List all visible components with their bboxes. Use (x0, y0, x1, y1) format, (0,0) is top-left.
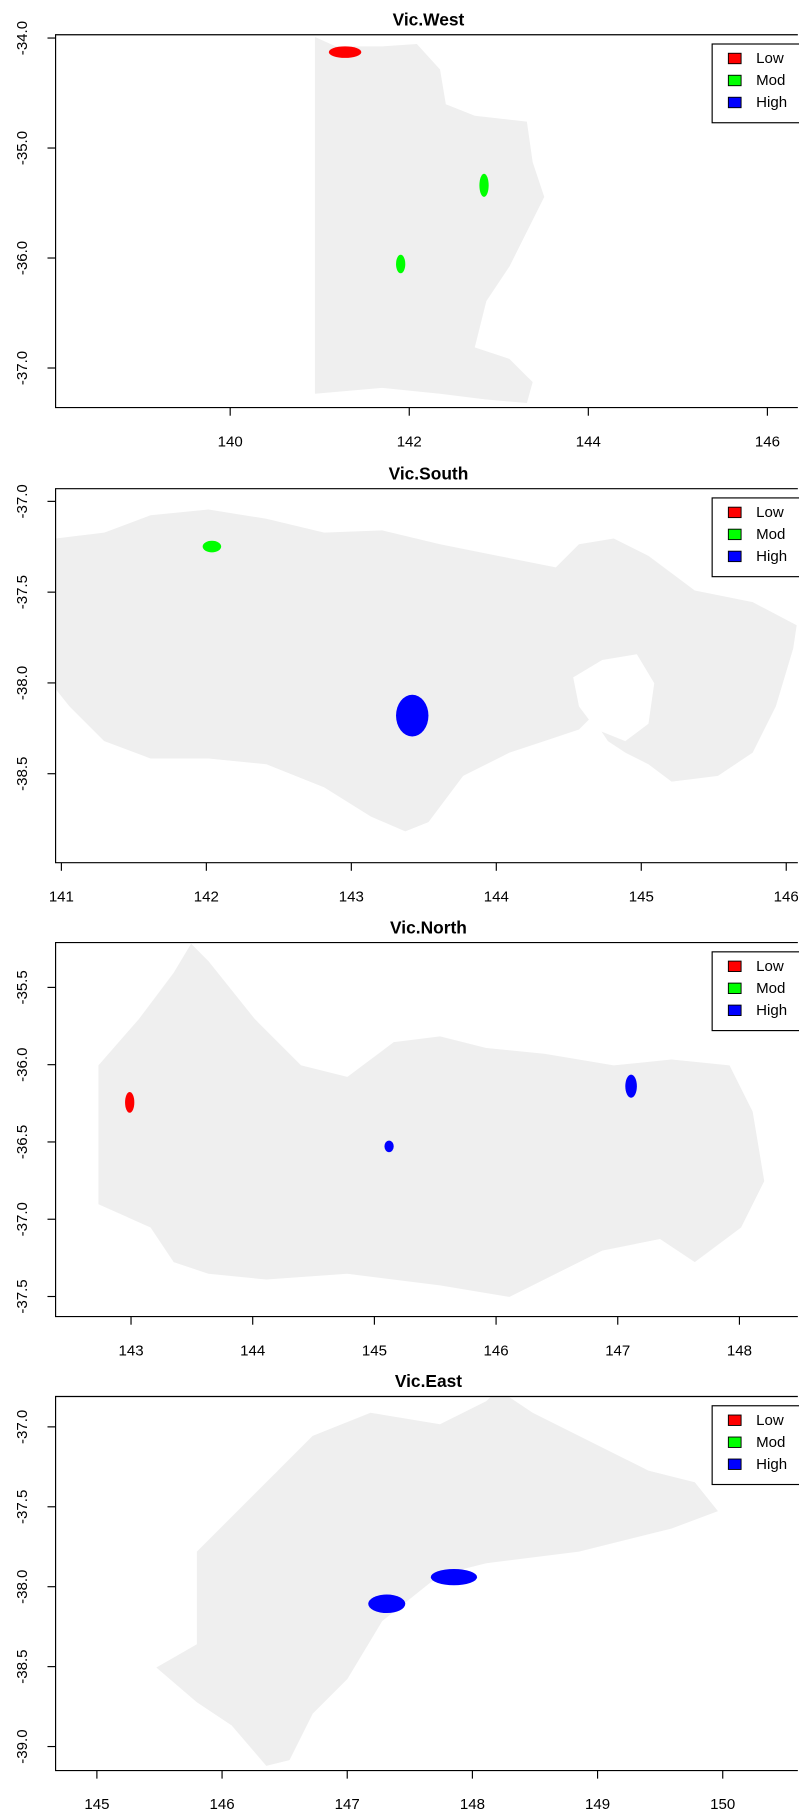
y-tick-label: -38.0 (14, 666, 31, 700)
chart-title: Vic.East (395, 1371, 462, 1391)
bay (573, 654, 655, 742)
x-tick-label: 149 (585, 1796, 610, 1813)
legend-label: Mod (756, 980, 785, 997)
legend-swatch (727, 1436, 742, 1448)
plot-frame (55, 488, 798, 864)
x-tick-label: 148 (727, 1342, 752, 1359)
chart-title: Vic.North (390, 917, 467, 937)
x-tick-label: 146 (484, 1342, 509, 1359)
y-tick-label: -35.5 (14, 970, 31, 1004)
legend-box (711, 1405, 799, 1486)
legend-box (711, 497, 799, 578)
mod-area (396, 254, 406, 274)
plot-frame (55, 1395, 798, 1772)
legend-box (711, 43, 799, 124)
y-tick-label: -38.5 (14, 757, 31, 791)
legend-swatch (727, 96, 742, 109)
y-tick-label: -37.5 (14, 1279, 31, 1313)
y-tick-label: -39.0 (14, 1729, 31, 1763)
plot-frame (55, 942, 798, 1318)
legend-label: Low (756, 958, 784, 975)
high-area (384, 1140, 394, 1153)
y-tick-label: -34.0 (14, 21, 31, 55)
x-tick-label: 144 (484, 888, 509, 905)
legend-label: Mod (756, 72, 785, 89)
land (314, 37, 545, 403)
x-tick-label: 148 (460, 1796, 485, 1813)
legend-swatch (727, 960, 742, 972)
high-area (396, 694, 429, 737)
x-tick-label: 142 (397, 433, 422, 450)
high-area (368, 1594, 406, 1614)
legend-label: High (756, 548, 787, 565)
y-tick-label: -37.5 (14, 1490, 31, 1524)
y-tick-label: -36.5 (14, 1125, 31, 1159)
x-tick-label: 143 (339, 888, 364, 905)
x-tick-label: 140 (218, 433, 243, 450)
y-tick-label: -37.0 (14, 1410, 31, 1444)
y-tick-label: -37.0 (14, 484, 31, 518)
x-tick-label: 143 (118, 1342, 143, 1359)
legend-label: High (756, 1002, 787, 1019)
legend-swatch (727, 1414, 742, 1426)
legend-swatch (727, 982, 742, 994)
mod-area (479, 173, 489, 197)
legend-swatch (727, 52, 742, 65)
y-tick-label: -37.0 (14, 1202, 31, 1236)
y-tick-label: -35.0 (14, 131, 31, 165)
low-area (125, 1091, 135, 1113)
x-tick-label: 145 (84, 1796, 109, 1813)
chart-title: Vic.South (389, 463, 469, 483)
x-tick-label: 146 (210, 1796, 235, 1813)
x-tick-label: 147 (335, 1796, 360, 1813)
legend-label: Low (756, 504, 784, 521)
land (156, 1396, 718, 1766)
x-tick-label: 144 (576, 433, 601, 450)
high-area (625, 1074, 637, 1098)
y-tick-label: -37.5 (14, 575, 31, 609)
x-tick-label: 146 (774, 888, 799, 905)
x-tick-label: 145 (629, 888, 654, 905)
legend-label: Low (756, 50, 784, 67)
plot-frame (55, 34, 798, 409)
chart-title: Vic.West (393, 9, 465, 29)
y-tick-label: -38.5 (14, 1649, 31, 1683)
y-tick-label: -36.0 (14, 241, 31, 275)
low-area (328, 46, 362, 58)
mod-area (202, 540, 222, 553)
x-tick-label: 144 (240, 1342, 265, 1359)
legend-label: Mod (756, 1434, 785, 1451)
x-tick-label: 141 (49, 888, 74, 905)
land (55, 509, 797, 832)
legend-label: High (756, 1456, 787, 1473)
legend-label: Mod (756, 526, 785, 543)
legend-label: Low (756, 1412, 784, 1429)
legend-label: High (756, 94, 787, 111)
map-west (314, 37, 545, 403)
x-tick-label: 142 (194, 888, 219, 905)
x-tick-label: 150 (710, 1796, 735, 1813)
map-east (156, 1396, 718, 1766)
legend-swatch (727, 528, 742, 541)
land (98, 943, 765, 1297)
x-tick-label: 146 (755, 433, 780, 450)
map-south (55, 509, 797, 832)
y-tick-label: -36.0 (14, 1048, 31, 1082)
legend-box (711, 951, 799, 1032)
map-north (98, 943, 765, 1297)
legend-swatch (727, 74, 742, 87)
legend-swatch (727, 1458, 742, 1470)
legend-swatch (727, 550, 742, 563)
y-tick-label: -38.0 (14, 1570, 31, 1604)
y-tick-label: -37.0 (14, 351, 31, 385)
x-tick-label: 145 (362, 1342, 387, 1359)
high-area (430, 1569, 478, 1586)
x-tick-label: 147 (605, 1342, 630, 1359)
legend-swatch (727, 506, 742, 519)
legend-swatch (727, 1004, 742, 1016)
